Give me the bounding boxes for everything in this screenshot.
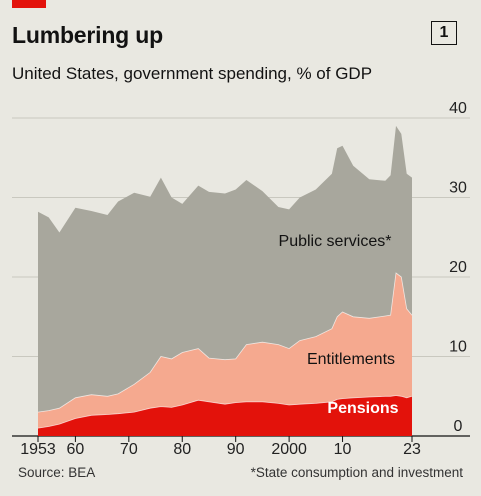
source-note: Source: BEA (18, 465, 96, 480)
area-pensions (38, 395, 412, 436)
annotation-label: Public services* (279, 233, 392, 250)
y-tick-label: 10 (449, 339, 467, 356)
y-tick-label: 20 (449, 259, 467, 276)
series-boundary (37, 395, 413, 429)
y-tick-label: 0 (454, 418, 463, 435)
footnote: *State consumption and investment (250, 465, 463, 480)
x-tick-label: 90 (227, 441, 245, 458)
x-tick-label: 80 (173, 441, 191, 458)
x-tick-label: 1953 (20, 441, 56, 458)
stacked-areas (37, 125, 413, 437)
area-chart: 0 10 20 30 40 1953 60 70 80 90 2000 10 23 Public se… (12, 100, 470, 458)
x-tick-label: 2000 (271, 441, 307, 458)
chart-title: Lumbering up (12, 22, 163, 48)
annotation-label: Entitlements (307, 351, 395, 368)
chart-number-badge: 1 (431, 21, 457, 45)
brand-tag (12, 0, 46, 8)
series-boundary (37, 272, 413, 413)
x-tick-label: 60 (67, 441, 85, 458)
y-axis-labels: 0 10 20 30 40 (449, 100, 467, 435)
x-tick-label: 23 (403, 441, 421, 458)
y-tick-label: 30 (449, 180, 467, 197)
annotation-label: Pensions (327, 400, 398, 417)
x-tick-label: 10 (334, 441, 352, 458)
chart-subtitle: United States, government spending, % of… (12, 64, 373, 83)
area-entitlements (38, 273, 412, 436)
x-tick-label: 70 (120, 441, 138, 458)
series-annotations: Public services* Entitlements Pensions (279, 233, 399, 417)
y-tick-label: 40 (449, 100, 467, 117)
x-axis: 1953 60 70 80 90 2000 10 23 (20, 436, 421, 458)
